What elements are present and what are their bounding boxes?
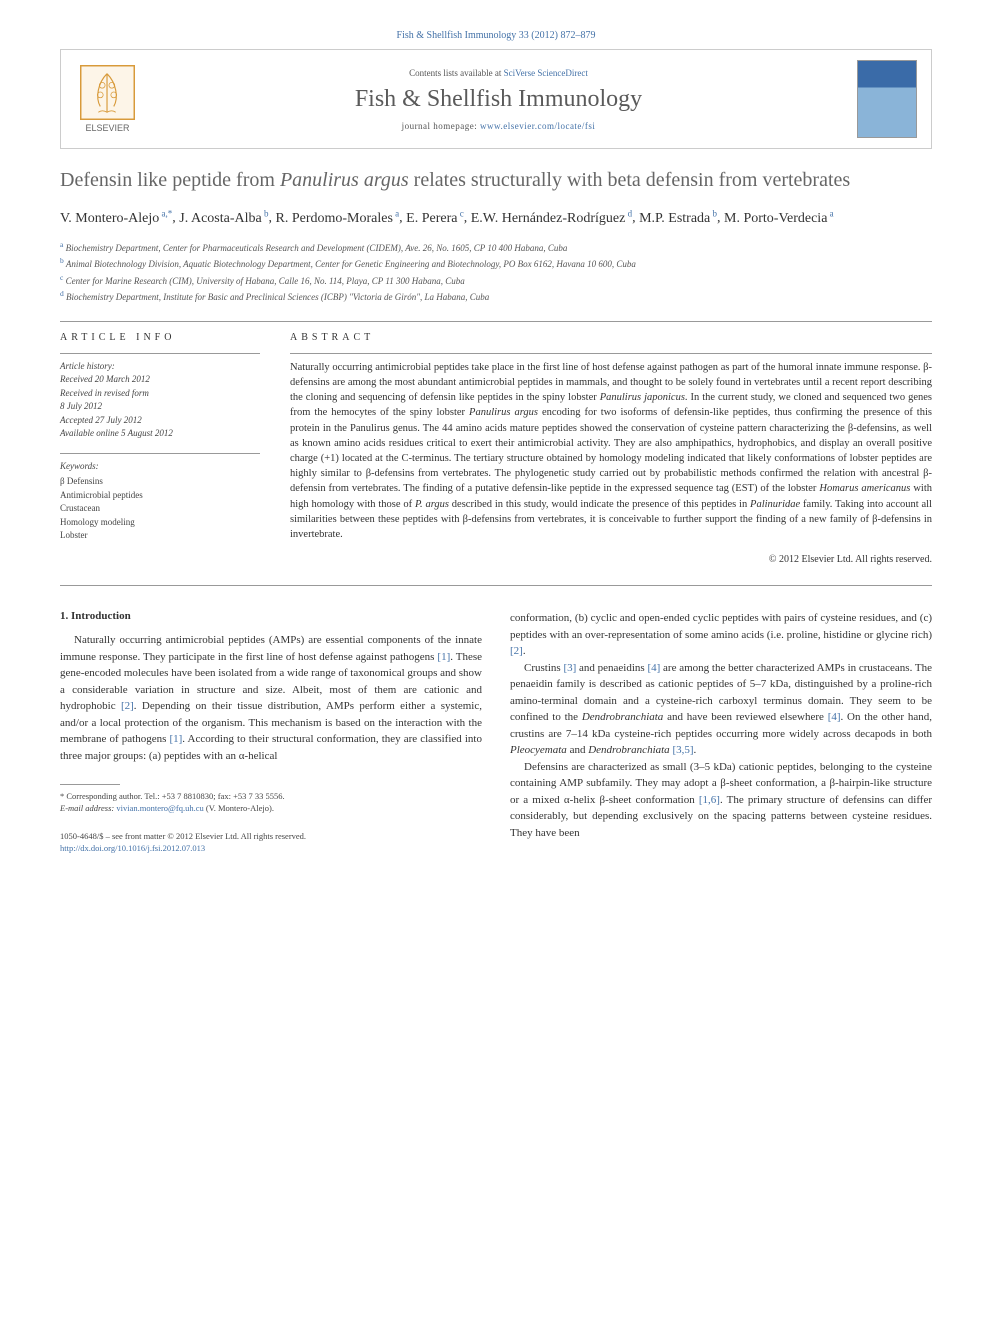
journal-cover-thumbnail: [857, 60, 917, 138]
doi-prefix-link[interactable]: http://dx.doi.org/: [60, 843, 117, 853]
ref-link[interactable]: [1]: [437, 651, 450, 663]
ref-link[interactable]: [2]: [121, 700, 134, 712]
publication-footer: 1050-4648/$ – see front matter © 2012 El…: [60, 831, 482, 855]
introduction-heading: 1. Introduction: [60, 610, 482, 622]
affiliation: a Biochemistry Department, Center for Ph…: [60, 239, 932, 256]
history-revised: Received in revised form: [60, 388, 149, 398]
info-abstract-row: ARTICLE INFO Article history: Received 2…: [60, 332, 932, 566]
divider: [60, 321, 932, 322]
ref-link[interactable]: [3]: [563, 662, 576, 674]
affiliation: c Center for Marine Research (CIM), Univ…: [60, 272, 932, 289]
ref-link[interactable]: [2]: [510, 645, 523, 657]
ref-link[interactable]: [1]: [169, 733, 182, 745]
issn-line: 1050-4648/$ – see front matter © 2012 El…: [60, 831, 482, 843]
contents-text: Contents lists available at: [409, 68, 503, 78]
citation-header: Fish & Shellfish Immunology 33 (2012) 87…: [60, 30, 932, 41]
journal-name: Fish & Shellfish Immunology: [154, 86, 843, 113]
author: E.W. Hernández-Rodríguez d: [471, 211, 632, 226]
author: J. Acosta-Alba b: [179, 211, 268, 226]
keyword-item: Crustacean: [60, 502, 260, 516]
affiliation: b Animal Biotechnology Division, Aquatic…: [60, 255, 932, 272]
author-affiliation-sup: a: [393, 208, 399, 218]
keywords-label: Keywords:: [60, 460, 260, 474]
affiliation: d Biochemistry Department, Institute for…: [60, 288, 932, 305]
divider: [60, 585, 932, 586]
intro-paragraph-2: conformation, (b) cyclic and open-ended …: [510, 610, 932, 660]
ref-link[interactable]: [1,6]: [699, 794, 720, 806]
sciencedirect-link[interactable]: SciVerse ScienceDirect: [504, 68, 588, 78]
abstract-column: ABSTRACT Naturally occurring antimicrobi…: [290, 332, 932, 566]
history-revised-date: 8 July 2012: [60, 401, 102, 411]
author: E. Perera c: [406, 211, 464, 226]
affiliations-list: a Biochemistry Department, Center for Ph…: [60, 239, 932, 305]
homepage-link[interactable]: www.elsevier.com/locate/fsi: [480, 121, 595, 131]
footnote-corresponding: * Corresponding author. Tel.: +53 7 8810…: [60, 791, 482, 803]
homepage-label: journal homepage:: [402, 121, 480, 131]
author-affiliation-sup: b: [262, 208, 269, 218]
article-history: Article history: Received 20 March 2012 …: [60, 353, 260, 441]
authors-list: V. Montero-Alejo a,*, J. Acosta-Alba b, …: [60, 207, 932, 229]
author-affiliation-sup: b: [710, 208, 717, 218]
corresponding-author-footnote: * Corresponding author. Tel.: +53 7 8810…: [60, 791, 482, 815]
homepage-line: journal homepage: www.elsevier.com/locat…: [154, 121, 843, 131]
author: R. Perdomo-Morales a: [275, 211, 399, 226]
abstract-heading: ABSTRACT: [290, 332, 932, 343]
journal-header-box: ELSEVIER Contents lists available at Sci…: [60, 49, 932, 149]
author: V. Montero-Alejo a,*: [60, 211, 172, 226]
author-affiliation-sup: c: [457, 208, 463, 218]
keywords-block: Keywords: β DefensinsAntimicrobial pepti…: [60, 453, 260, 543]
history-online: Available online 5 August 2012: [60, 428, 173, 438]
article-info-column: ARTICLE INFO Article history: Received 2…: [60, 332, 260, 566]
footnote-separator: [60, 784, 120, 785]
history-label: Article history:: [60, 361, 115, 371]
body-columns: 1. Introduction Naturally occurring anti…: [60, 610, 932, 855]
article-title: Defensin like peptide from Panulirus arg…: [60, 167, 932, 193]
history-received: Received 20 March 2012: [60, 374, 150, 384]
author-affiliation-sup: a,*: [159, 208, 172, 218]
keyword-item: β Defensins: [60, 475, 260, 489]
header-center: Contents lists available at SciVerse Sci…: [154, 68, 843, 131]
keyword-item: Antimicrobial peptides: [60, 489, 260, 503]
title-species: Panulirus argus: [280, 169, 409, 191]
ref-link[interactable]: [3,5]: [672, 744, 693, 756]
elsevier-logo: ELSEVIER: [75, 62, 140, 137]
author: M. Porto-Verdecia a: [724, 211, 834, 226]
footnote-email-suffix: (V. Montero-Alejo).: [204, 803, 274, 813]
history-accepted: Accepted 27 July 2012: [60, 415, 142, 425]
intro-paragraph-4: Defensins are characterized as small (3–…: [510, 759, 932, 842]
copyright-line: © 2012 Elsevier Ltd. All rights reserved…: [290, 554, 932, 565]
footnote-email-link[interactable]: vivian.montero@fq.uh.cu: [116, 803, 203, 813]
author-affiliation-sup: d: [625, 208, 632, 218]
abstract-text: Naturally occurring antimicrobial peptid…: [290, 353, 932, 543]
doi-link[interactable]: 10.1016/j.fsi.2012.07.013: [117, 843, 205, 853]
footnote-email-label: E-mail address:: [60, 803, 116, 813]
keyword-item: Homology modeling: [60, 516, 260, 530]
ref-link[interactable]: [4]: [828, 711, 841, 723]
ref-link[interactable]: [4]: [647, 662, 660, 674]
author: M.P. Estrada b: [639, 211, 717, 226]
contents-available-line: Contents lists available at SciVerse Sci…: [154, 68, 843, 78]
author-affiliation-sup: a: [827, 208, 833, 218]
article-info-heading: ARTICLE INFO: [60, 332, 260, 343]
title-pre: Defensin like peptide from: [60, 169, 280, 191]
keyword-item: Lobster: [60, 529, 260, 543]
intro-paragraph-3: Crustins [3] and penaeidins [4] are amon…: [510, 660, 932, 759]
intro-paragraph-1: Naturally occurring antimicrobial peptid…: [60, 632, 482, 764]
elsevier-tree-icon: [80, 65, 135, 120]
keywords-list: β DefensinsAntimicrobial peptidesCrustac…: [60, 475, 260, 543]
body-column-right: conformation, (b) cyclic and open-ended …: [510, 610, 932, 855]
elsevier-label: ELSEVIER: [85, 123, 129, 133]
body-column-left: 1. Introduction Naturally occurring anti…: [60, 610, 482, 855]
title-post: relates structurally with beta defensin …: [409, 169, 851, 191]
